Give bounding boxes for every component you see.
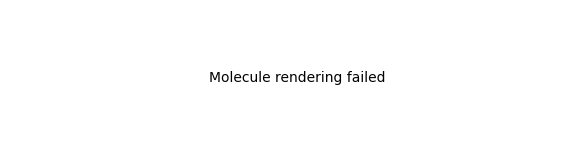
Text: Molecule rendering failed: Molecule rendering failed: [209, 71, 386, 85]
